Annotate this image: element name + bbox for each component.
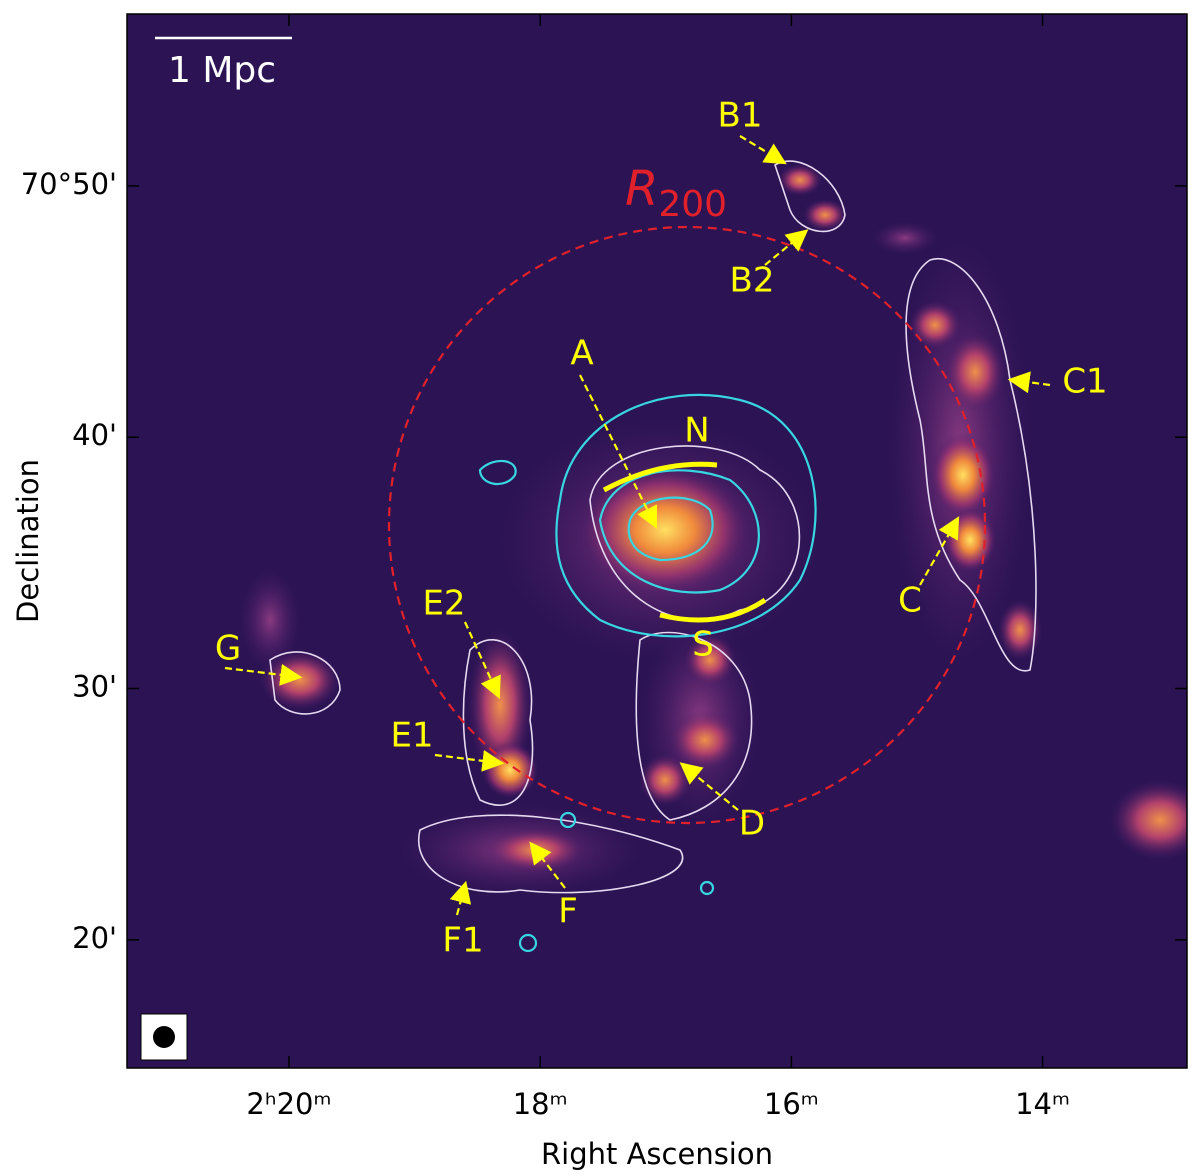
label-c: C xyxy=(898,581,922,621)
label-c1: C1 xyxy=(1062,362,1107,402)
label-n: N xyxy=(684,411,709,451)
label-f1: F1 xyxy=(442,921,483,961)
y-tick-label: 30' xyxy=(72,670,117,704)
label-d: D xyxy=(739,804,765,844)
r200-label: R200 xyxy=(625,161,727,225)
y-tick-label: 20' xyxy=(72,921,117,955)
label-g: G xyxy=(215,629,241,669)
label-a: A xyxy=(570,334,593,374)
label-e2: E2 xyxy=(422,584,465,624)
label-b1: B1 xyxy=(718,96,763,136)
y-tick-label: 40' xyxy=(72,418,117,452)
sky-image xyxy=(127,14,1187,1068)
label-s: S xyxy=(692,625,714,665)
scale-bar-label: 1 Mpc xyxy=(168,50,276,91)
label-b2: B2 xyxy=(730,261,775,301)
y-tick-label: 70°50' xyxy=(21,167,117,201)
x-tick-label: 14ᵐ xyxy=(1015,1087,1070,1121)
label-e1: E1 xyxy=(390,716,433,756)
x-tick-label: 2ʰ20ᵐ xyxy=(246,1087,331,1121)
x-tick-label: 18ᵐ xyxy=(513,1087,568,1121)
x-tick-label: 16ᵐ xyxy=(764,1087,819,1121)
y-axis-label: Declination xyxy=(11,459,45,623)
label-f: F xyxy=(558,892,578,932)
r200-main: R xyxy=(625,161,658,217)
plot-frame xyxy=(126,13,1188,1069)
r200-sub: 200 xyxy=(658,184,727,225)
x-axis-label: Right Ascension xyxy=(541,1137,773,1171)
